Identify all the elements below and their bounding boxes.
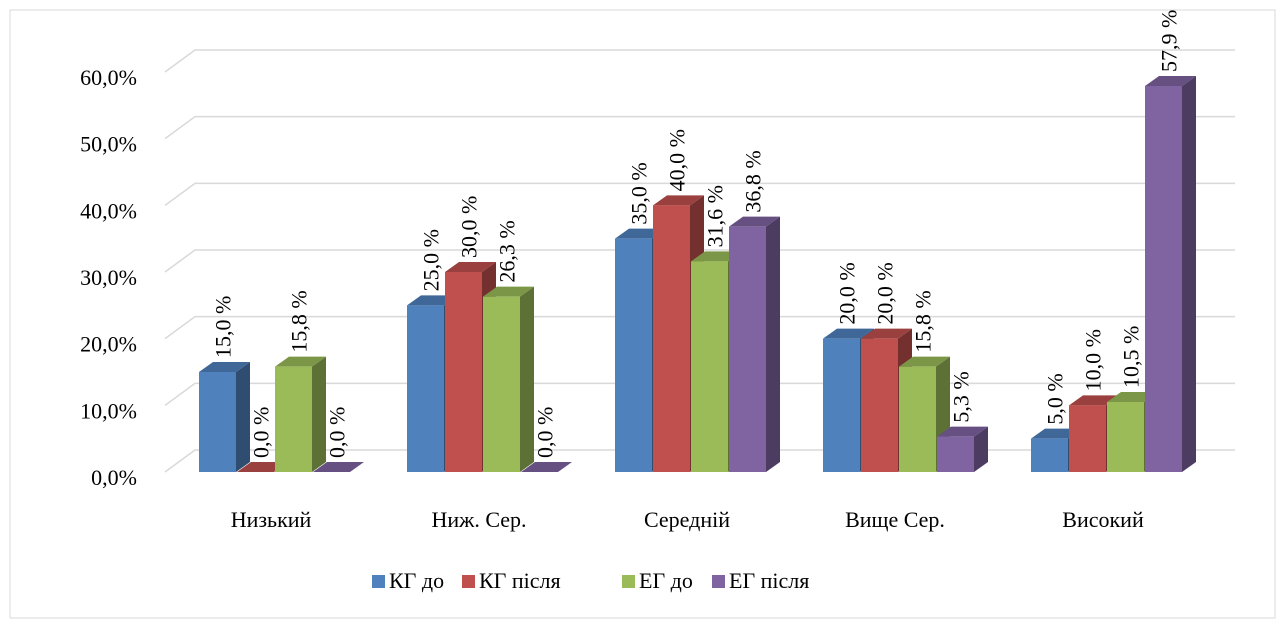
bar (653, 205, 690, 473)
bar (199, 372, 236, 472)
bar (1031, 438, 1068, 472)
legend-swatch (372, 575, 385, 588)
bar-side (236, 362, 250, 472)
bar (1145, 86, 1182, 472)
bar (483, 296, 520, 472)
value-label: 5,0 % (1043, 373, 1068, 424)
bar (1069, 405, 1106, 472)
bar (823, 338, 860, 472)
value-label: 25,0 % (419, 229, 444, 291)
bar-side (1182, 76, 1196, 472)
bar-side (312, 356, 326, 472)
grid-line (164, 315, 1235, 340)
value-label: 36,8 % (741, 150, 766, 212)
bar (729, 226, 766, 472)
value-label: 15,0 % (211, 296, 236, 358)
y-tick-label: 30,0% (80, 265, 137, 290)
bar (615, 238, 652, 472)
value-label: 20,0 % (835, 262, 860, 324)
legend-label: КГ після (479, 568, 561, 593)
bar-side (520, 286, 534, 472)
bar (937, 436, 974, 472)
y-tick-label: 50,0% (80, 132, 137, 157)
bar-top (653, 195, 704, 206)
value-label: 10,5 % (1119, 326, 1144, 388)
x-tick-label: Низький (231, 507, 312, 532)
value-label: 31,6 % (703, 185, 728, 247)
value-label: 10,0 % (1081, 329, 1106, 391)
x-tick-label: Вище Сер. (845, 507, 945, 532)
bar-top (899, 356, 950, 367)
grid-line (164, 249, 1235, 273)
value-label: 0,0 % (249, 407, 274, 458)
bar-top (313, 462, 364, 472)
bar-side (766, 216, 780, 472)
bar (1107, 402, 1144, 472)
value-label: 35,0 % (627, 162, 652, 224)
legend-label: КГ до (389, 568, 444, 593)
x-tick-label: Високий (1062, 507, 1144, 532)
x-tick-label: Середній (644, 507, 730, 532)
bar-top (861, 328, 912, 339)
legend-swatch (712, 575, 725, 588)
bar (445, 272, 482, 472)
legend-swatch (462, 575, 475, 588)
y-tick-label: 20,0% (80, 332, 137, 357)
bar-top (937, 426, 988, 437)
value-label: 0,0 % (325, 407, 350, 458)
grid-line (164, 115, 1235, 140)
y-tick-label: 60,0% (80, 65, 137, 90)
value-label: 15,8 % (287, 290, 312, 352)
x-tick-label: Ниж. Сер. (431, 507, 526, 532)
value-label: 5,3 % (949, 371, 974, 422)
bar-top (275, 356, 326, 367)
y-tick-label: 10,0% (80, 398, 137, 423)
grid-line (164, 182, 1235, 206)
bar-top (483, 286, 534, 297)
bar (407, 305, 444, 472)
bar-top (199, 362, 250, 372)
bar-top (1145, 76, 1196, 86)
y-tick-label: 0,0% (91, 465, 137, 490)
y-tick-label: 40,0% (80, 198, 137, 223)
legend-label: ЕГ після (729, 568, 809, 593)
legend-label: ЕГ до (639, 568, 693, 593)
bar (691, 261, 728, 472)
bar-top (823, 328, 874, 339)
bar (899, 366, 936, 472)
bar (861, 338, 898, 472)
bar (275, 366, 312, 472)
grid-line (164, 49, 1235, 73)
value-label: 57,9 % (1157, 10, 1182, 72)
bar-top (521, 462, 572, 472)
bar-top (445, 262, 496, 272)
legend-swatch (622, 575, 635, 588)
value-label: 0,0 % (533, 407, 558, 458)
value-label: 40,0 % (665, 129, 690, 191)
value-label: 26,3 % (495, 220, 520, 282)
value-label: 30,0 % (457, 196, 482, 258)
bar-side (974, 426, 988, 472)
value-label: 15,8 % (911, 290, 936, 352)
bar-top (729, 216, 780, 227)
value-label: 20,0 % (873, 262, 898, 324)
